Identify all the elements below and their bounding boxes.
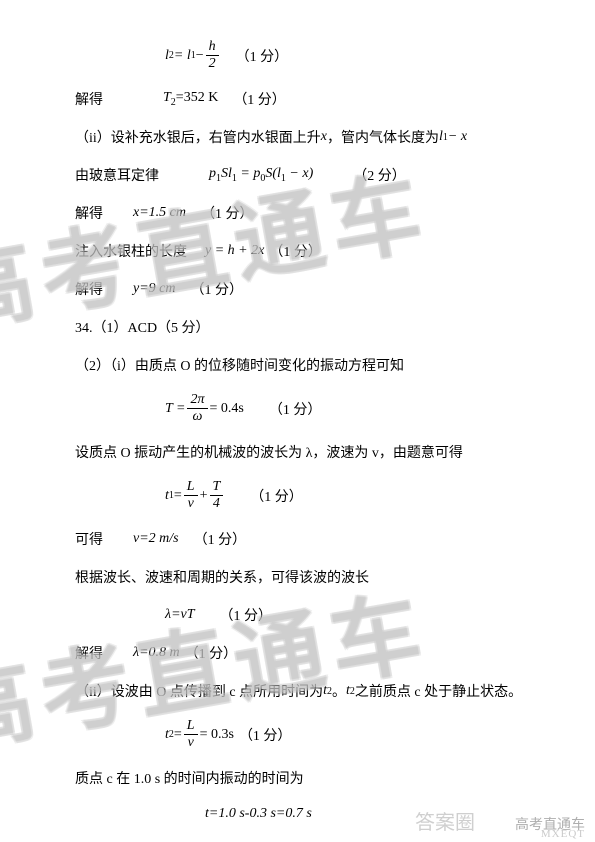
equation-period: T = 2πω = 0.4s （1 分） [55,393,540,424]
score-mark: （1 分） [269,241,322,261]
solve-v: 可得 v=2 m/s （1 分） [55,529,540,549]
inject-length: 注入水银柱的长度 y = h + 2x （1 分） [55,241,540,261]
mxeqt-label: MXEQT [541,828,585,840]
score-mark: （1 分） [194,529,247,549]
solve-lambda: 解得 λ=0.8 m （1 分） [55,643,540,663]
score-mark: （1 分） [201,203,254,223]
text-ii-setup: （ii）设补充水银后，右管内水银面上升 x，管内气体长度为 l1 − x [55,127,540,147]
equation-t1: t1 = Lv + T4 （1 分） [55,480,540,511]
wave-relation: 根据波长、波速和周期的关系，可得该波的波长 [55,567,540,587]
score-mark: （1 分） [239,725,292,745]
score-mark: （1 分） [233,89,286,109]
solve-t2: 解得 T2=352 K （1 分） [55,89,540,109]
boyle-law: 由玻意耳定律 p1Sl1 = p0S(l1 − x) （2 分） [55,165,540,185]
pointc-time: 质点 c 在 1.0 s 的时间内振动的时间为 [55,768,540,788]
q34-part1: 34.（1）ACD（5 分） [55,317,540,337]
equation-l2: l2 = l1 − h2 （1 分） [55,40,540,71]
score-mark: （2 分） [353,165,406,185]
solve-x: 解得 x=1.5 cm （1 分） [55,203,540,223]
score-mark: （1 分） [269,399,322,419]
equation-t2: t2 = Lv = 0.3s （1 分） [55,719,540,750]
score-mark: （1 分） [236,46,289,66]
score-mark: （1 分） [220,605,273,625]
text-ii2-setup: （ii）设波由 O 点传播到 c 点所用时间为 t2。t2 之前质点 c 处于静… [55,681,540,701]
score-mark: （1 分） [191,279,244,299]
score-mark: （1 分） [250,486,303,506]
wave-setup: 设质点 O 振动产生的机械波的波长为 λ，波速为 v，由题意可得 [55,442,540,462]
q34-part2i: （2）（i）由质点 O 的位移随时间变化的振动方程可知 [55,355,540,375]
score-mark: （1 分） [185,643,238,663]
answer-logo: 答案圈 [415,814,475,832]
equation-lambda-vt: λ=vT （1 分） [55,605,540,625]
solve-y: 解得 y=9 cm （1 分） [55,279,540,299]
